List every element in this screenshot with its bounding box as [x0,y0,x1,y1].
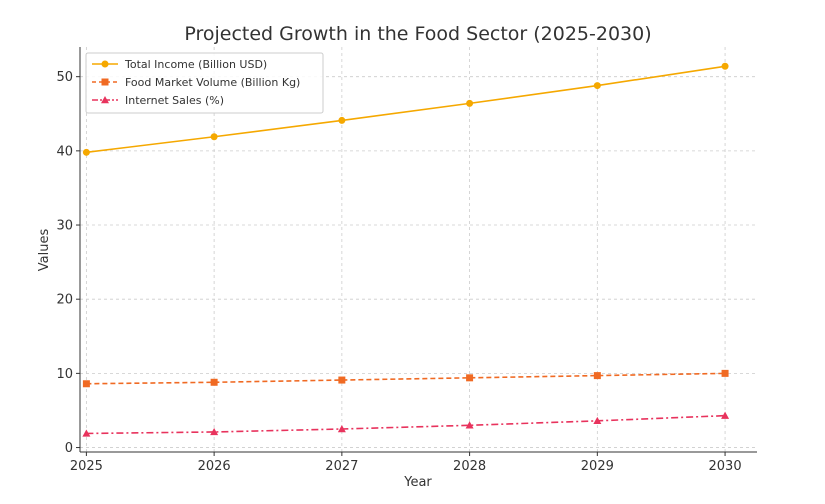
series-layer [82,62,730,437]
series-2 [82,369,729,388]
data-point [82,429,91,437]
legend-label: Food Market Volume (Billion Kg) [125,76,300,89]
chart-title: Projected Growth in the Food Sector (202… [184,23,651,45]
x-tick-label: 2030 [709,459,742,474]
data-point [593,82,601,90]
data-point [721,411,730,419]
legend: Total Income (Billion USD) Food Market Vo… [85,52,324,114]
y-tick-label: 10 [56,367,73,382]
data-point [210,427,219,436]
series-line [86,414,726,435]
x-tick-label: 2025 [70,459,103,474]
legend-item: Internet Sales (%) [92,94,224,107]
y-tick-label: 20 [56,293,73,308]
data-point [210,378,218,386]
data-point [721,62,729,70]
y-tick-label: 0 [65,441,73,456]
data-point [466,99,474,107]
legend-label: Total Income (Billion USD) [124,58,267,71]
data-point [465,421,474,429]
data-point [466,374,474,382]
y-axis-label: Values [37,229,52,272]
legend-marker [101,60,109,68]
data-point [338,116,346,124]
series-line [86,65,726,154]
legend-box [85,52,324,114]
y-tick-label: 50 [56,70,73,85]
data-point [210,133,218,141]
legend-marker [101,78,109,86]
y-tick-label: 40 [56,144,73,159]
data-point [337,425,346,433]
legend-item: Food Market Volume (Billion Kg) [92,76,300,89]
x-tick-label: 2029 [581,459,614,474]
data-point [593,372,601,380]
series-1 [82,62,729,156]
legend-item: Total Income (Billion USD) [92,58,267,71]
data-point [593,416,602,425]
data-point [338,376,346,384]
x-tick-label: 2027 [325,459,358,474]
x-axis-label: Year [403,475,432,490]
legend-label: Internet Sales (%) [125,94,224,107]
x-tick-label: 2026 [198,459,231,474]
series-line [86,372,726,385]
x-tick-label: 2028 [453,459,486,474]
y-tick-label: 30 [56,219,73,234]
series-3 [82,411,730,437]
data-point [721,369,729,377]
legend-marker [101,96,109,104]
data-point [82,380,90,388]
data-point [82,148,90,156]
